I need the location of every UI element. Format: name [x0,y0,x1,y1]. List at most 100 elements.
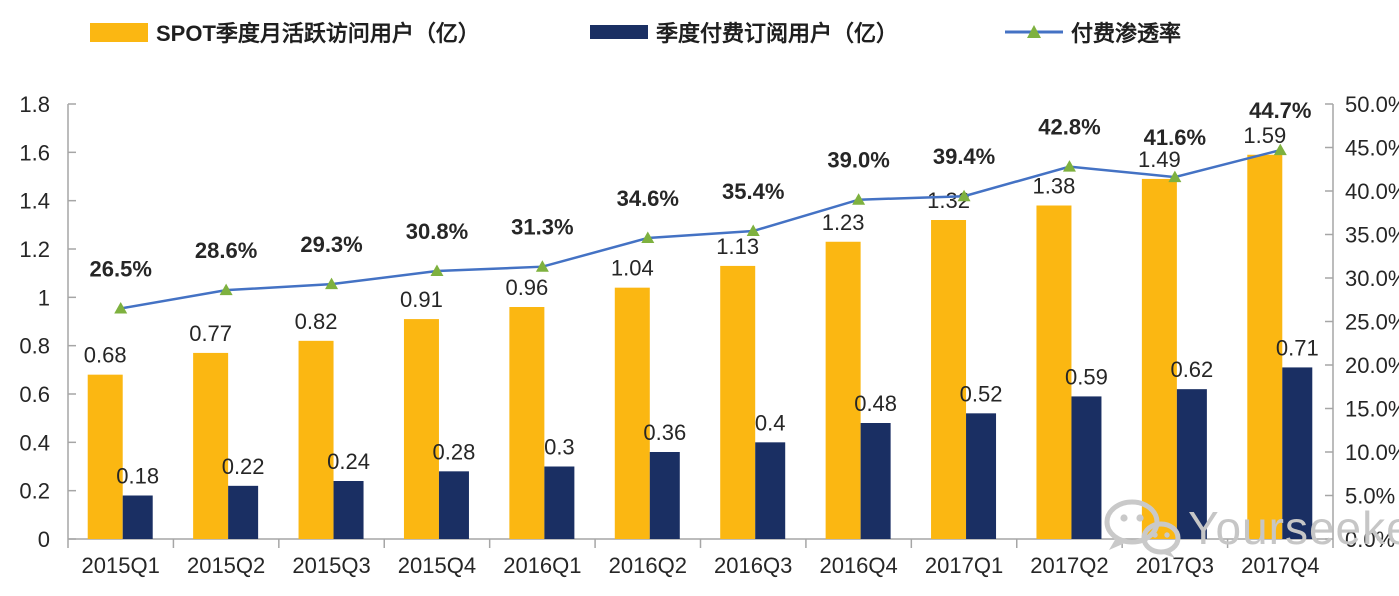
penetration-pct-label: 39.0% [827,148,889,173]
left-axis-tick-label: 1 [38,285,50,310]
line-marker [746,224,760,237]
x-axis-label: 2016Q3 [714,553,792,578]
bar-subs-value-label: 0.24 [327,449,370,474]
line-marker [1273,143,1287,156]
bar-mau [298,340,334,539]
line-marker [957,189,971,202]
bar-subs-value-label: 0.71 [1276,335,1319,360]
right-axis-tick-label: 40.0% [1345,179,1399,204]
left-axis-tick-label: 1.4 [19,189,50,214]
bar-mau [193,352,229,539]
penetration-pct-label: 26.5% [90,256,152,281]
left-axis-tick-label: 0.8 [19,334,50,359]
right-axis-tick-label: 50.0% [1345,92,1399,117]
x-axis-label: 2017Q2 [1030,553,1108,578]
penetration-pct-label: 34.6% [617,186,679,211]
x-axis-label: 2016Q1 [503,553,581,578]
line-marker [430,264,444,277]
bar-mau [614,287,650,539]
bar-subs-value-label: 0.3 [544,435,575,460]
bar-mau-value-label: 1.13 [716,234,759,259]
line-marker [1062,160,1076,172]
bar-subs [860,423,891,539]
legend-line-marker-icon [1005,25,1063,38]
bar-subs-value-label: 0.28 [433,439,476,464]
right-axis-tick-label: 10.0% [1345,440,1399,465]
legend-item-penetration: 付费渗透率 [1005,19,1182,46]
penetration-line [120,148,1281,310]
bar-mau-value-label: 1.49 [1138,147,1181,172]
x-axis-label: 2016Q4 [819,553,897,578]
legend-label-penetration: 付费渗透率 [1071,21,1182,46]
left-axis-tick-label: 0 [38,527,50,552]
x-axis-label: 2017Q3 [1136,553,1214,578]
penetration-pct-label: 42.8% [1038,115,1100,140]
penetration-pct-label: 31.3% [511,215,573,240]
x-axis-label: 2016Q2 [609,553,687,578]
line-marker [325,277,339,290]
x-axis-label: 2015Q1 [82,553,160,578]
bar-subs-value-label: 0.62 [1170,357,1213,382]
legend-swatch-subs-icon [590,25,648,39]
bar-subs [228,485,259,539]
bar-subs [438,471,469,539]
bar-mau-value-label: 1.59 [1243,123,1286,148]
legend-label-mau: SPOT季度月活跃访问用户（亿） [156,21,480,46]
right-axis-tick-label: 35.0% [1345,223,1399,248]
line-marker [219,283,233,296]
line-marker [641,231,655,243]
right-axis-tick-label: 0.0% [1345,527,1395,552]
bar-mau-value-label: 1.23 [822,210,865,235]
right-axis-tick-label: 25.0% [1345,310,1399,335]
bar-mau [720,265,756,539]
bar-mau-value-label: 1.38 [1033,174,1076,199]
left-axis-tick-label: 0.6 [19,382,50,407]
penetration-pct-label: 39.4% [933,144,995,169]
right-axis-tick-label: 15.0% [1345,397,1399,422]
bar-mau [1141,178,1177,539]
penetration-pct-label: 30.8% [406,219,468,244]
legend-label-subs: 季度付费订阅用户（亿） [656,21,899,46]
bar-mau-value-label: 1.04 [611,256,654,281]
bar-subs [1071,396,1102,539]
line-marker [114,301,128,314]
right-axis-tick-label: 5.0% [1345,484,1395,509]
left-axis-tick-label: 0.4 [19,430,50,455]
legend-item-mau: SPOT季度月活跃访问用户（亿） [90,19,480,46]
x-axis-label: 2015Q3 [292,553,370,578]
bar-subs [544,466,575,539]
legend-swatch-mau-icon [90,22,148,42]
x-axis-label: 2015Q2 [187,553,265,578]
penetration-pct-label: 35.4% [722,179,784,204]
bar-subs-value-label: 0.48 [854,391,897,416]
bar-mau-value-label: 0.68 [84,343,127,368]
bar-subs [1176,389,1207,539]
left-axis-tick-label: 1.2 [19,237,50,262]
penetration-pct-label: 28.6% [195,238,257,263]
bar-subs-value-label: 0.36 [643,420,686,445]
legend-item-subs: 季度付费订阅用户（亿） [590,19,899,46]
bar-mau [931,220,967,539]
bar-mau [825,241,861,539]
penetration-pct-label: 41.6% [1144,125,1206,150]
right-axis-tick-label: 45.0% [1345,136,1399,161]
bar-subs [333,481,364,539]
bar-subs [966,413,997,539]
bar-mau [1036,205,1072,539]
right-axis-tick-label: 20.0% [1345,353,1399,378]
bar-subs [1282,367,1313,539]
x-axis-label: 2015Q4 [398,553,476,578]
bar-subs-value-label: 0.22 [222,454,265,479]
bar-mau [1247,154,1283,539]
bar-mau-value-label: 0.91 [400,287,443,312]
bar-mau [509,307,545,539]
bar-subs-value-label: 0.59 [1065,364,1108,389]
x-axis-label: 2017Q4 [1241,553,1319,578]
line-marker [535,260,549,272]
x-axis-label: 2017Q1 [925,553,1003,578]
bar-mau [87,374,123,539]
bar-mau-value-label: 0.96 [505,275,548,300]
bar-subs [649,452,680,539]
